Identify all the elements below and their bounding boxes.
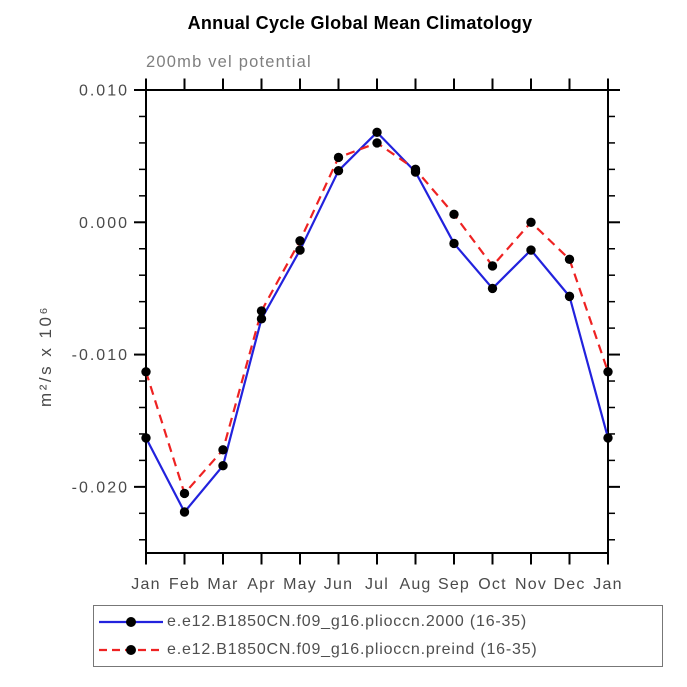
data-point-marker (333, 152, 344, 163)
data-point-marker (449, 209, 459, 220)
legend-marker-icon (126, 645, 136, 655)
data-point-marker (564, 291, 575, 302)
legend: e.e12.B1850CN.f09_g16.plioccn.2000 (16-3… (93, 605, 663, 667)
x-tick-label: Jan (131, 576, 160, 593)
x-tick-label: Mar (207, 576, 238, 593)
legend-line-sample-preind (99, 645, 163, 655)
data-point-marker (526, 245, 536, 255)
x-tick-label: Aug (399, 576, 431, 593)
y-tick-label: 0.000 (79, 215, 129, 232)
data-point-marker (141, 367, 151, 377)
data-point-marker (295, 245, 305, 255)
data-point-marker (372, 138, 382, 148)
data-point-marker (218, 460, 228, 471)
y-tick-label: -0.010 (72, 347, 129, 364)
data-point-marker (295, 236, 305, 246)
x-tick-label: Oct (478, 576, 507, 593)
data-point-marker (410, 164, 421, 175)
chart-subtitle: 200mb vel potential (146, 53, 312, 71)
legend-marker-icon (126, 617, 136, 627)
legend-item-2000: e.e12.B1850CN.f09_g16.plioccn.2000 (16-3… (97, 609, 662, 635)
x-tick-label: Nov (515, 576, 547, 593)
x-tick-label: Feb (169, 576, 200, 593)
series-line-1 (144, 141, 610, 495)
y-tick-label: 0.010 (79, 83, 129, 100)
plot-frame (145, 89, 609, 554)
data-point-marker (526, 217, 536, 227)
x-tick-label: Dec (553, 576, 585, 593)
data-point-marker (333, 165, 344, 176)
series-line-0 (145, 131, 610, 514)
data-point-marker (179, 507, 190, 517)
x-tick-label: Jan (593, 576, 622, 593)
data-point-marker (487, 261, 498, 271)
data-point-marker (603, 433, 613, 443)
x-tick-label: Jun (324, 576, 353, 593)
data-point-marker (141, 433, 151, 443)
legend-line-sample-2000 (99, 617, 163, 627)
x-tick-label: Jul (365, 576, 389, 593)
legend-label-preind: e.e12.B1850CN.f09_g16.plioccn.preind (16… (167, 641, 538, 658)
data-point-marker (372, 127, 382, 138)
x-tick-label: Sep (438, 576, 470, 593)
x-tick-label: May (283, 576, 317, 593)
data-point-marker (256, 314, 267, 324)
chart-title: Annual Cycle Global Mean Climatology (187, 13, 533, 33)
y-tick-label: -0.020 (72, 479, 129, 496)
x-tick-label: Apr (247, 576, 276, 593)
legend-label-2000: e.e12.B1850CN.f09_g16.plioccn.2000 (16-3… (167, 613, 528, 630)
legend-item-preind: e.e12.B1850CN.f09_g16.plioccn.preind (16… (97, 637, 662, 663)
data-point-marker (256, 306, 267, 316)
data-point-marker (218, 445, 228, 455)
data-point-marker (564, 254, 575, 265)
data-point-marker (487, 283, 498, 294)
data-point-marker (179, 488, 190, 499)
data-point-marker (603, 367, 613, 377)
data-point-marker (449, 238, 459, 249)
